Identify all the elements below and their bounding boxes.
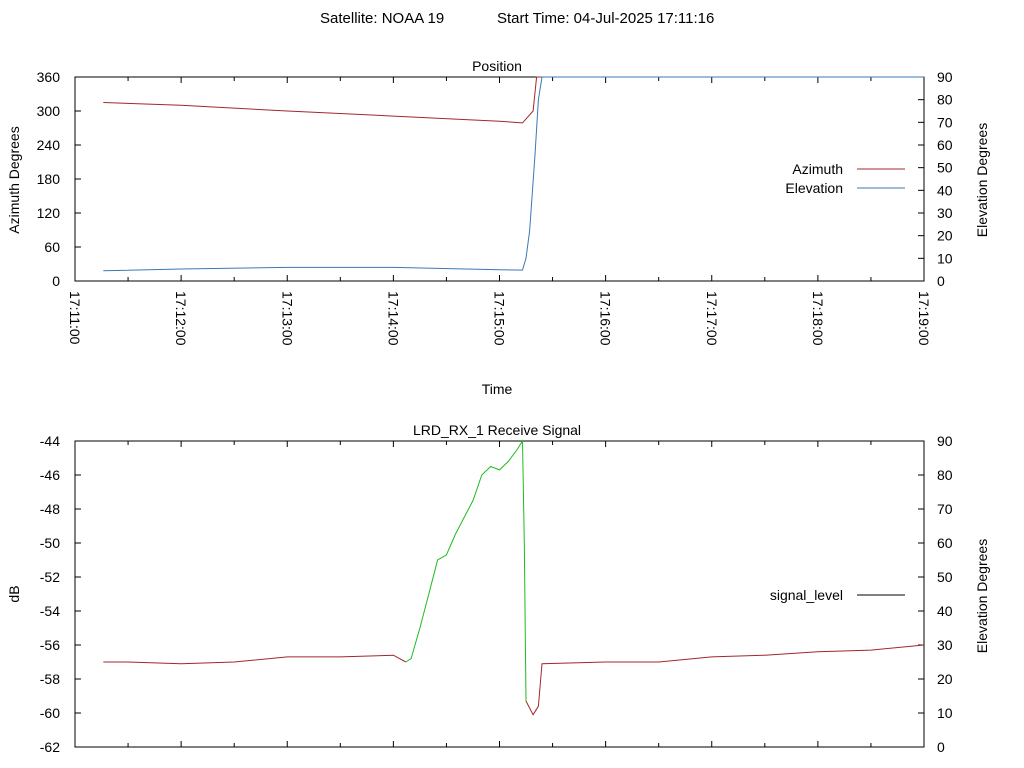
position-x-tick-label: 17:14:00	[385, 291, 401, 346]
signal-line-low-post	[525, 644, 925, 716]
signal-y2-tick-label: 20	[937, 671, 953, 687]
position-y2-tick-label: 40	[937, 182, 953, 198]
position-y-tick-label: 180	[37, 171, 61, 187]
position-y2-tick-label: 0	[937, 273, 945, 289]
signal-y2-axis: 0 10 20 30 40 50 60 70 80 90	[918, 433, 953, 755]
position-x-axis: 17:11:00 17:12:00 17:13:00 17:14:00 17:15:00…	[67, 77, 932, 346]
signal-y-tick-label: -50	[40, 535, 60, 551]
signal-y-tick-label: -48	[40, 501, 60, 517]
legend-azimuth-label: Azimuth	[792, 161, 843, 177]
signal-y2-tick-label: 90	[937, 433, 953, 449]
position-x-tick-label: 17:15:00	[492, 291, 508, 346]
legend-elevation-label: Elevation	[785, 180, 843, 196]
signal-y2-tick-label: 80	[937, 467, 953, 483]
signal-y2-tick-label: 40	[937, 603, 953, 619]
signal-title: LRD_RX_1 Receive Signal	[413, 422, 581, 438]
position-y-axis-label: Azimuth Degrees	[6, 126, 22, 233]
position-chart: Position 0 60 120 180 240 300 360 0 10 20 30 40 50 6…	[6, 58, 990, 397]
position-x-tick-label: 17:19:00	[916, 291, 932, 346]
signal-y2-axis-label: Elevation Degrees	[974, 539, 990, 653]
position-y2-tick-label: 50	[937, 160, 953, 176]
position-y-tick-label: 0	[52, 273, 60, 289]
start-time-label: Start Time: 04-Jul-2025 17:11:16	[497, 10, 714, 27]
position-y-axis: 0 60 120 180 240 300 360	[37, 69, 81, 289]
position-y2-axis: 0 10 20 30 40 50 60 70 80 90	[918, 69, 953, 289]
position-y-tick-label: 60	[44, 239, 60, 255]
signal-y-tick-label: -62	[40, 739, 60, 755]
position-y2-tick-label: 10	[937, 250, 953, 266]
signal-line-high	[405, 439, 527, 702]
signal-y2-tick-label: 70	[937, 501, 953, 517]
position-x-tick-label: 17:17:00	[704, 291, 720, 346]
signal-series	[103, 439, 925, 716]
position-y2-tick-label: 80	[937, 92, 953, 108]
position-plot-frame	[74, 76, 925, 282]
satellite-label: Satellite: NOAA 19	[320, 10, 444, 27]
elevation-line	[103, 76, 924, 272]
position-x-tick-label: 17:16:00	[598, 291, 614, 346]
position-y-tick-label: 120	[37, 205, 61, 221]
signal-y-tick-label: -54	[40, 603, 60, 619]
position-y2-tick-label: 30	[937, 205, 953, 221]
signal-y-axis-label: dB	[6, 585, 22, 602]
signal-y2-tick-label: 50	[937, 569, 953, 585]
signal-y-tick-label: -56	[40, 637, 60, 653]
position-y2-tick-label: 90	[937, 69, 953, 85]
position-x-tick-label: 17:12:00	[173, 291, 189, 346]
signal-y-tick-label: -60	[40, 705, 60, 721]
signal-y2-tick-label: 30	[937, 637, 953, 653]
position-title: Position	[472, 58, 522, 74]
position-series	[103, 76, 924, 272]
position-y-tick-label: 240	[37, 137, 61, 153]
signal-y-tick-label: -52	[40, 569, 60, 585]
signal-legend: signal_level	[770, 587, 905, 603]
signal-y2-tick-label: 10	[937, 705, 953, 721]
signal-y-axis: -62 -60 -58 -56 -54 -52 -50 -48 -46 -44	[40, 433, 81, 755]
position-y-tick-label: 360	[37, 69, 61, 85]
legend-signal-label: signal_level	[770, 587, 843, 603]
signal-y2-tick-label: 0	[937, 739, 945, 755]
signal-line-low-pre	[103, 654, 407, 665]
position-y2-tick-label: 20	[937, 228, 953, 244]
signal-y-tick-label: -46	[40, 467, 60, 483]
signal-chart: LRD_RX_1 Receive Signal -62-60-58-56-54-…	[6, 422, 990, 755]
signal-y2-tick-label: 60	[937, 535, 953, 551]
position-x-axis-label: Time	[482, 381, 513, 397]
signal-x-axis	[74, 441, 925, 747]
position-y2-tick-label: 60	[937, 137, 953, 153]
position-y-tick-label: 300	[37, 103, 61, 119]
position-y2-axis-label: Elevation Degrees	[974, 123, 990, 237]
signal-y-tick-label: -44	[40, 433, 60, 449]
position-x-tick-label: 17:18:00	[810, 291, 826, 346]
position-x-tick-label: 17:11:00	[67, 291, 83, 345]
signal-y-tick-label: -58	[40, 671, 60, 687]
position-legend: Azimuth Elevation	[785, 161, 905, 196]
azimuth-line	[103, 76, 924, 124]
position-x-tick-label: 17:13:00	[279, 291, 295, 346]
position-y2-tick-label: 70	[937, 114, 953, 130]
